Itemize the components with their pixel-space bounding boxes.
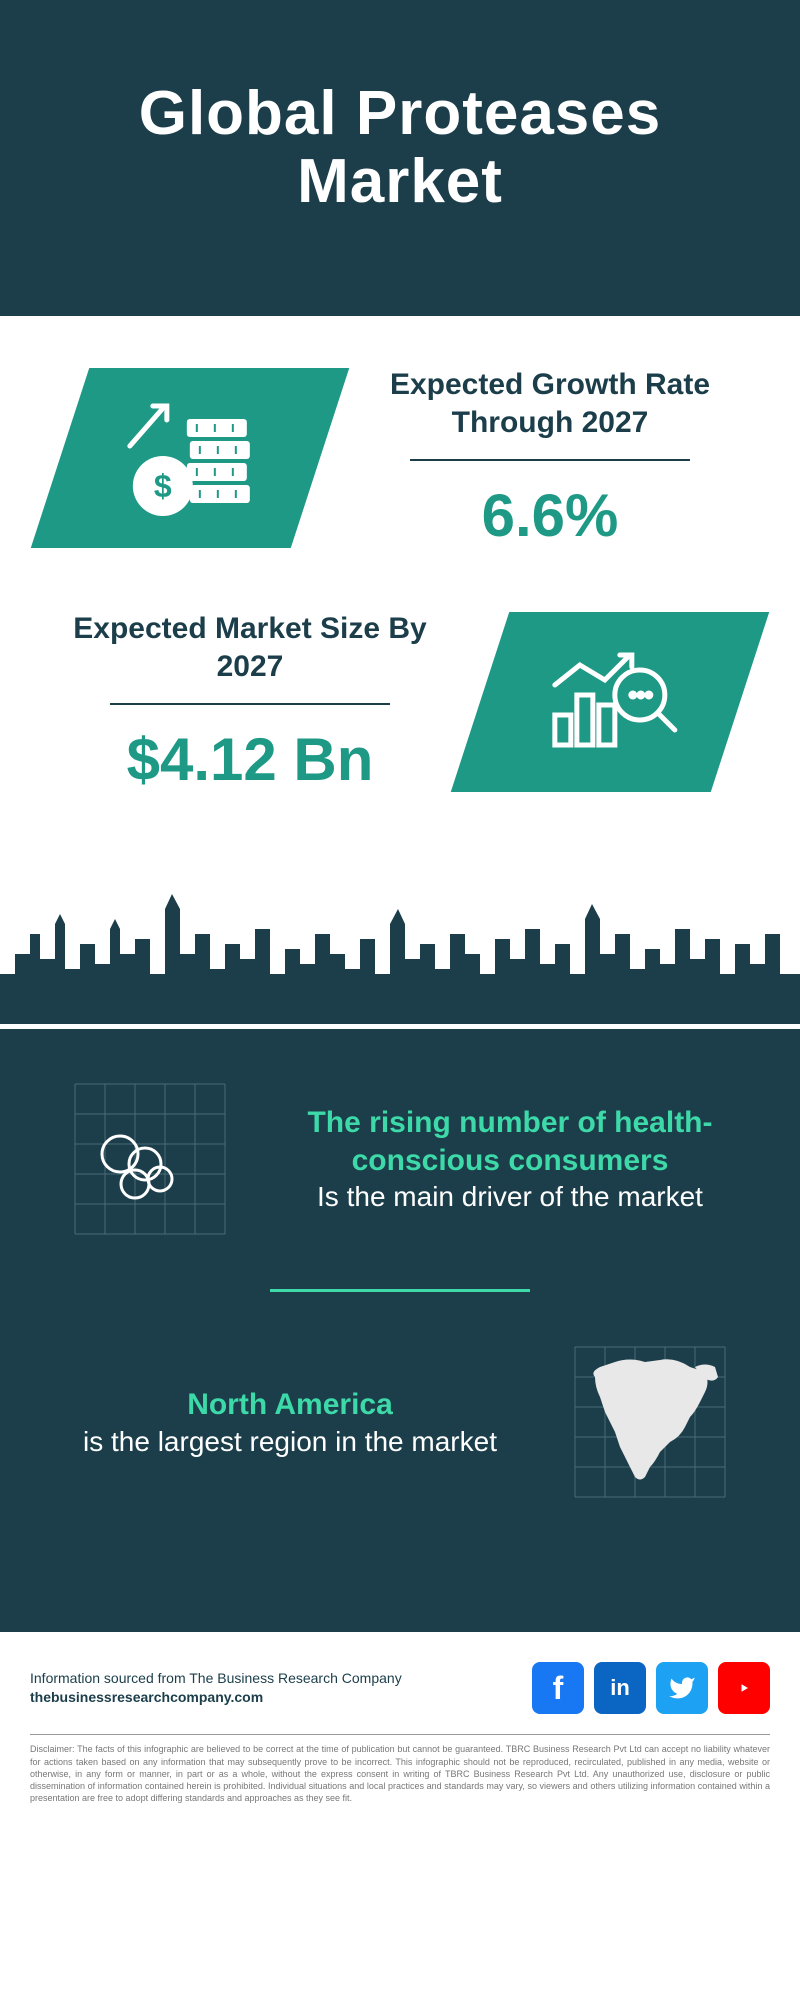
- market-icon-box: [451, 612, 769, 792]
- market-size-row: Expected Market Size By 2027 $4.12 Bn: [60, 610, 740, 794]
- bubbles-icon: [60, 1069, 240, 1249]
- header-banner: Global Proteases Market: [0, 0, 800, 316]
- region-text: North America is the largest region in t…: [60, 1386, 520, 1459]
- north-america-icon: [560, 1332, 740, 1512]
- market-size-label: Expected Market Size By 2027: [60, 610, 440, 685]
- market-size-text: Expected Market Size By 2027 $4.12 Bn: [60, 610, 440, 794]
- svg-text:$: $: [154, 468, 172, 504]
- section-divider: [270, 1289, 530, 1292]
- disclaimer-section: Disclaimer: The facts of this infographi…: [0, 1734, 800, 1824]
- disclaimer-text: Disclaimer: The facts of this infographi…: [30, 1743, 770, 1804]
- growth-rate-row: $ Expected Growth Rate Through 2027 6.6%: [60, 366, 740, 550]
- footer: Information sourced from The Business Re…: [0, 1632, 800, 1734]
- growth-icon-box: $: [31, 368, 349, 548]
- youtube-icon[interactable]: [718, 1662, 770, 1714]
- linkedin-icon[interactable]: in: [594, 1662, 646, 1714]
- page-title: Global Proteases Market: [60, 80, 740, 216]
- region-highlight: North America: [60, 1386, 520, 1424]
- disclaimer-divider: [30, 1734, 770, 1735]
- twitter-icon[interactable]: [656, 1662, 708, 1714]
- growth-rate-label: Expected Growth Rate Through 2027: [360, 366, 740, 441]
- growth-rate-text: Expected Growth Rate Through 2027 6.6%: [360, 366, 740, 550]
- drivers-section: The rising number of health-conscious co…: [0, 1029, 800, 1632]
- money-growth-icon: $: [115, 391, 265, 526]
- region-sub: is the largest region in the market: [60, 1424, 520, 1459]
- driver-row: The rising number of health-conscious co…: [60, 1069, 740, 1249]
- facebook-icon[interactable]: f: [532, 1662, 584, 1714]
- driver-text: The rising number of health-conscious co…: [280, 1104, 740, 1214]
- source-url: thebusinessresearchcompany.com: [30, 1688, 402, 1708]
- source-line: Information sourced from The Business Re…: [30, 1669, 402, 1689]
- divider: [110, 703, 390, 705]
- chart-magnify-icon: [535, 635, 685, 770]
- market-size-value: $4.12 Bn: [60, 725, 440, 794]
- divider: [410, 459, 690, 461]
- social-links: f in: [532, 1662, 770, 1714]
- stats-section: $ Expected Growth Rate Through 2027 6.6%: [0, 316, 800, 884]
- footer-attribution: Information sourced from The Business Re…: [30, 1669, 402, 1708]
- growth-rate-value: 6.6%: [360, 481, 740, 550]
- driver-sub: Is the main driver of the market: [280, 1179, 740, 1214]
- driver-highlight: The rising number of health-conscious co…: [280, 1104, 740, 1179]
- region-row: North America is the largest region in t…: [60, 1332, 740, 1512]
- skyline-silhouette: [0, 884, 800, 1029]
